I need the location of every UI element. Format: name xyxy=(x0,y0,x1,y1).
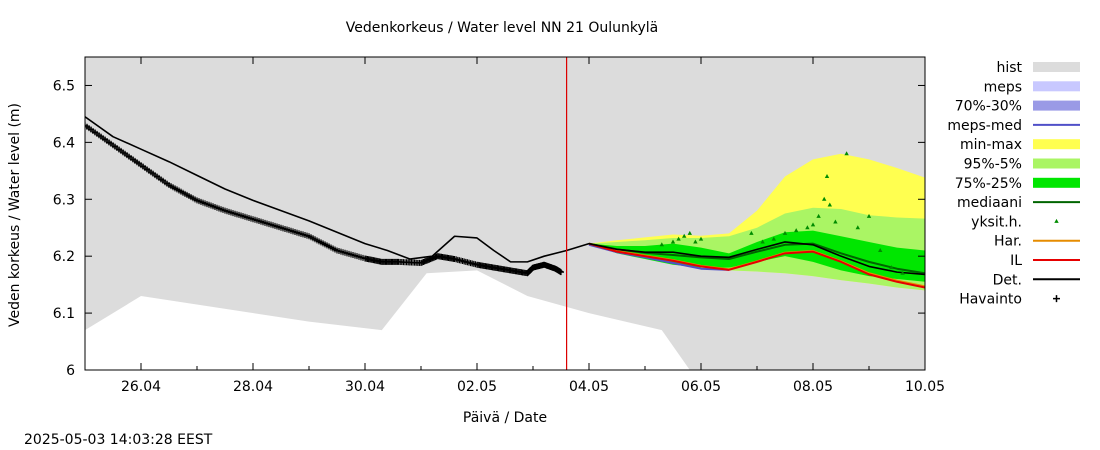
series-det xyxy=(85,116,925,276)
ensemble-point xyxy=(855,225,860,230)
legend-swatch-p95_5 xyxy=(1033,158,1080,169)
legend-label-p95_5: 95%-5% xyxy=(964,157,1022,173)
legend-swatch-min_max xyxy=(1033,139,1080,150)
x-tick-label: 04.05 xyxy=(569,379,609,395)
legend-label-il: IL xyxy=(1010,253,1022,269)
legend-label-meps_med: meps-med xyxy=(947,118,1022,134)
ensemble-point xyxy=(833,219,838,224)
ensemble-point xyxy=(824,174,830,179)
hist-lower-white xyxy=(85,270,925,370)
x-tick-label: 26.04 xyxy=(121,379,161,395)
legend-swatch-p70_30 xyxy=(1033,100,1080,111)
ensemble-point xyxy=(771,236,776,241)
legend-swatch-yksit xyxy=(1054,218,1059,223)
legend: hist meps 70%-30% meps-med min-max 95%-5% 75%-… xyxy=(947,60,1080,308)
legend-label-havainto: Havainto xyxy=(959,292,1022,308)
y-tick-label: 6.4 xyxy=(53,135,75,151)
legend-label-har: Har. xyxy=(994,234,1022,250)
legend-label-hist: hist xyxy=(996,60,1022,76)
ensemble-point xyxy=(760,239,765,244)
legend-label-det: Det. xyxy=(993,272,1022,288)
legend-label-p75_25: 75%-25% xyxy=(955,176,1022,192)
ensemble-point xyxy=(682,233,687,238)
x-tick-label: 06.05 xyxy=(681,379,721,395)
band-75-25 xyxy=(589,230,925,282)
legend-label-min_max: min-max xyxy=(960,137,1022,153)
x-axis-label: Päivä / Date xyxy=(463,410,547,426)
ensemble-point xyxy=(693,239,698,244)
legend-swatch-p75_25 xyxy=(1033,177,1080,188)
ensemble-point xyxy=(900,270,905,275)
x-tick-label: 28.04 xyxy=(233,379,273,395)
plot-area xyxy=(85,57,925,370)
legend-swatch-havainto xyxy=(1053,295,1060,303)
x-tick-label: 02.05 xyxy=(457,379,497,395)
ensemble-point xyxy=(670,239,676,244)
plot-frame xyxy=(84,56,926,371)
y-tick-label: 6 xyxy=(66,363,75,379)
y-tick-label: 6.2 xyxy=(53,249,75,265)
ensemble-point xyxy=(844,151,849,156)
ensemble-point xyxy=(866,213,872,218)
axes: 6 6.1 6.2 6.3 6.4 6.5 26.04 28.04 30.04 02.05 04.0… xyxy=(53,56,945,395)
y-tick-label: 6.1 xyxy=(53,306,75,322)
y-tick-label: 6.3 xyxy=(53,192,75,208)
ensemble-point xyxy=(794,228,799,233)
ensemble-point xyxy=(889,265,894,270)
x-tick-label: 10.05 xyxy=(905,379,945,395)
legend-label-meps: meps xyxy=(984,79,1022,95)
legend-swatch-meps xyxy=(1033,81,1080,92)
series-il xyxy=(588,242,925,289)
timestamp: 2025-05-03 14:03:28 EEST xyxy=(24,432,213,448)
y-axis-label: Veden korkeus / Water level (m) xyxy=(7,103,23,327)
y-tick-label: 6.5 xyxy=(53,78,75,94)
ensemble-point xyxy=(810,222,816,227)
ensemble-point xyxy=(805,225,810,230)
ensemble-point xyxy=(687,230,692,235)
ensemble-point xyxy=(749,230,754,235)
x-tick-label: 30.04 xyxy=(345,379,385,395)
observation-point xyxy=(558,269,564,276)
ensemble-point xyxy=(698,236,704,241)
ensemble-point xyxy=(822,196,827,201)
legend-swatch-hist xyxy=(1033,62,1080,72)
legend-label-yksit: yksit.h. xyxy=(971,214,1022,230)
legend-label-p70_30: 70%-30% xyxy=(955,99,1022,115)
ensemble-point xyxy=(816,213,821,218)
ensemble-point xyxy=(676,236,681,241)
chart-title: Vedenkorkeus / Water level NN 21 Oulunky… xyxy=(346,20,659,36)
x-tick-label: 08.05 xyxy=(793,379,833,395)
ensemble-point xyxy=(782,230,788,235)
ensemble-point xyxy=(878,247,883,252)
ensemble-point xyxy=(827,202,832,207)
ensemble-point xyxy=(659,242,664,247)
legend-label-mediaani: mediaani xyxy=(957,195,1022,211)
